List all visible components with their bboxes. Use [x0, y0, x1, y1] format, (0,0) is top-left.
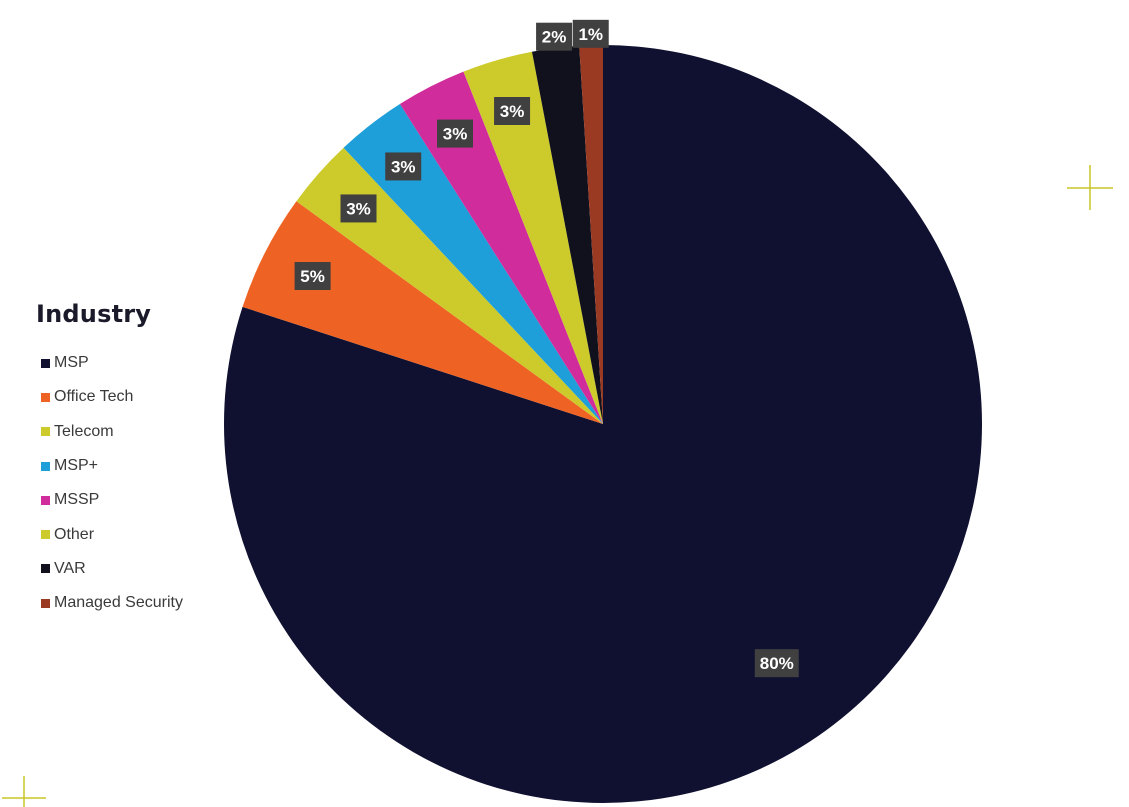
legend-label: MSSP — [54, 491, 100, 509]
pie-slice-var — [531, 45, 603, 425]
data-label-box — [385, 152, 422, 181]
data-label-box — [572, 19, 609, 48]
data-label-managed-security: 1% — [572, 19, 609, 48]
pie-slice-managed-security — [579, 45, 603, 424]
legend-swatch — [41, 564, 50, 574]
legend-title: Industry — [36, 300, 152, 328]
data-label-box — [536, 22, 573, 51]
data-label-text: 3% — [500, 102, 525, 121]
data-label-text: 3% — [346, 199, 371, 218]
pie-slice-office-tech — [242, 201, 604, 424]
data-label-box — [494, 97, 531, 126]
data-label-mssp: 3% — [437, 119, 474, 148]
legend-label: Other — [54, 525, 95, 543]
data-label-text: 5% — [300, 267, 325, 286]
data-label-box — [754, 649, 799, 678]
legend-item-msp: MSP — [41, 346, 183, 380]
legend-label: VAR — [54, 559, 86, 577]
data-label-box — [437, 119, 474, 148]
decorative-plus-icon-bottom — [2, 776, 46, 807]
legend-item-msp: MSP+ — [41, 449, 183, 483]
data-label-text: 1% — [578, 25, 603, 44]
legend-swatch — [41, 461, 50, 471]
legend-swatch — [41, 530, 50, 540]
legend-item-other: Other — [41, 517, 183, 551]
legend-label: Office Tech — [54, 388, 134, 406]
legend-item-telecom: Telecom — [41, 415, 183, 449]
data-label-other: 3% — [494, 97, 531, 126]
legend-swatch — [41, 392, 50, 402]
legend-swatch — [41, 358, 50, 368]
legend-swatch — [41, 427, 50, 437]
legend-item-managed-security: Managed Security — [41, 586, 183, 620]
data-label-var: 2% — [536, 22, 573, 51]
legend-item-office-tech: Office Tech — [41, 380, 183, 414]
data-label-box — [294, 262, 331, 291]
pie-slice-other — [463, 51, 603, 424]
data-label-text: 3% — [443, 125, 468, 144]
legend-item-var: VAR — [41, 552, 183, 586]
data-label-telecom: 3% — [340, 194, 377, 223]
legend-swatch — [41, 495, 50, 505]
pie-slices — [224, 45, 983, 804]
legend-label: MSP — [54, 354, 89, 372]
pie-slice-msp — [224, 45, 983, 804]
legend-label: Managed Security — [54, 594, 183, 612]
data-label-msp: 80% — [754, 649, 799, 678]
pie-data-labels: 80% 5% 3% 3% 3% 3% 2% 1% — [294, 19, 799, 678]
pie-slice-msp — [343, 103, 603, 424]
data-label-text: 2% — [542, 28, 567, 47]
legend-item-mssp: MSSP — [41, 483, 183, 517]
data-label-box — [340, 194, 377, 223]
data-label-msp: 3% — [385, 152, 422, 181]
data-label-text: 3% — [391, 157, 416, 176]
data-label-text: 80% — [760, 654, 794, 673]
data-label-office-tech: 5% — [294, 262, 331, 291]
pie-slice-mssp — [399, 71, 603, 424]
legend-swatch — [41, 598, 50, 608]
legend-list: MSP Office Tech Telecom MSP+ MSSP Other VAR Man… — [36, 346, 183, 620]
legend-label: MSP+ — [54, 457, 99, 475]
decorative-plus-icon — [1067, 165, 1113, 210]
legend: Industry MSP Office Tech Telecom MSP+ MSSP Ot… — [36, 300, 183, 620]
legend-label: Telecom — [54, 422, 114, 440]
